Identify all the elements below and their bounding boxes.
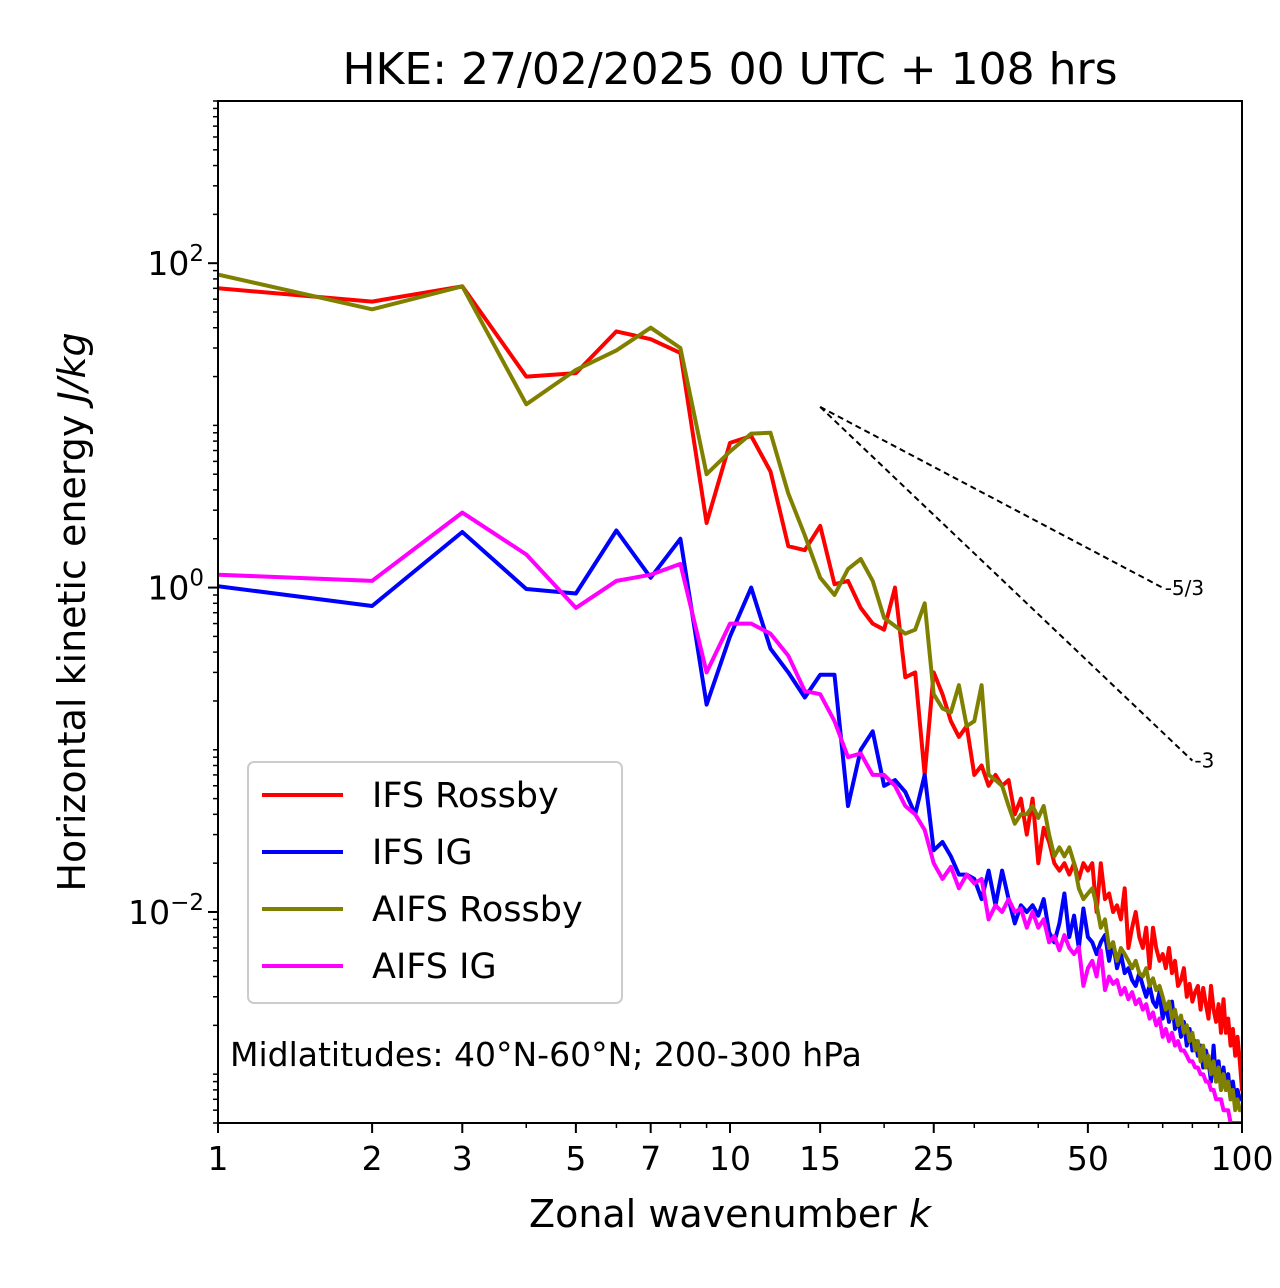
reference-slope-label-0: -5/3: [1165, 576, 1204, 600]
x-tick-label: 15: [799, 1139, 841, 1178]
x-tick-label: 50: [1067, 1139, 1109, 1178]
x-tick-label: 2: [362, 1139, 383, 1178]
x-axis-ticks: 1 2 3 5 7 10 15 25 50 100: [208, 1123, 1274, 1178]
y-tick-label: 100: [147, 566, 204, 608]
region-annotation: Midlatitudes: 40°N-60°N; 200-300 hPa: [230, 1035, 862, 1074]
reference-slope-label-1: -3: [1194, 749, 1214, 773]
x-axis-label: Zonal wavenumber k: [529, 1192, 933, 1236]
reference-slope-line-1: [819, 406, 1194, 762]
x-tick-label: 5: [565, 1139, 586, 1178]
x-tick-label: 10: [709, 1139, 751, 1178]
reference-slope-line-0: [819, 406, 1164, 589]
y-axis-label: Horizontal kinetic energy J/kg: [50, 332, 94, 891]
series-line-2: [218, 272, 1242, 1113]
y-tick-label: 102: [147, 241, 204, 283]
legend-box: [247, 761, 623, 1004]
legend-label-1: IFS IG: [372, 833, 473, 873]
x-tick-label: 1: [208, 1139, 229, 1178]
x-tick-label: 25: [913, 1139, 955, 1178]
x-tick-label: 100: [1211, 1139, 1274, 1178]
x-tick-label: 3: [452, 1139, 473, 1178]
legend-label-0: IFS Rossby: [372, 776, 559, 816]
reference-slope-lines: -5/3 -3: [819, 406, 1214, 773]
legend-label-3: AIFS IG: [372, 947, 497, 987]
series-line-3: [218, 510, 1242, 1123]
legend: IFS Rossby IFS IG AIFS Rossby AIFS IG: [247, 761, 623, 1004]
series-layer: [218, 272, 1242, 1123]
y-tick-label: 10−2: [128, 890, 204, 932]
x-tick-label: 7: [640, 1139, 661, 1178]
plot-frame: [217, 100, 1243, 1124]
legend-label-2: AIFS Rossby: [372, 890, 583, 930]
series-line-0: [218, 284, 1242, 1092]
chart-title: HKE: 27/02/2025 00 UTC + 108 hrs: [342, 44, 1117, 95]
